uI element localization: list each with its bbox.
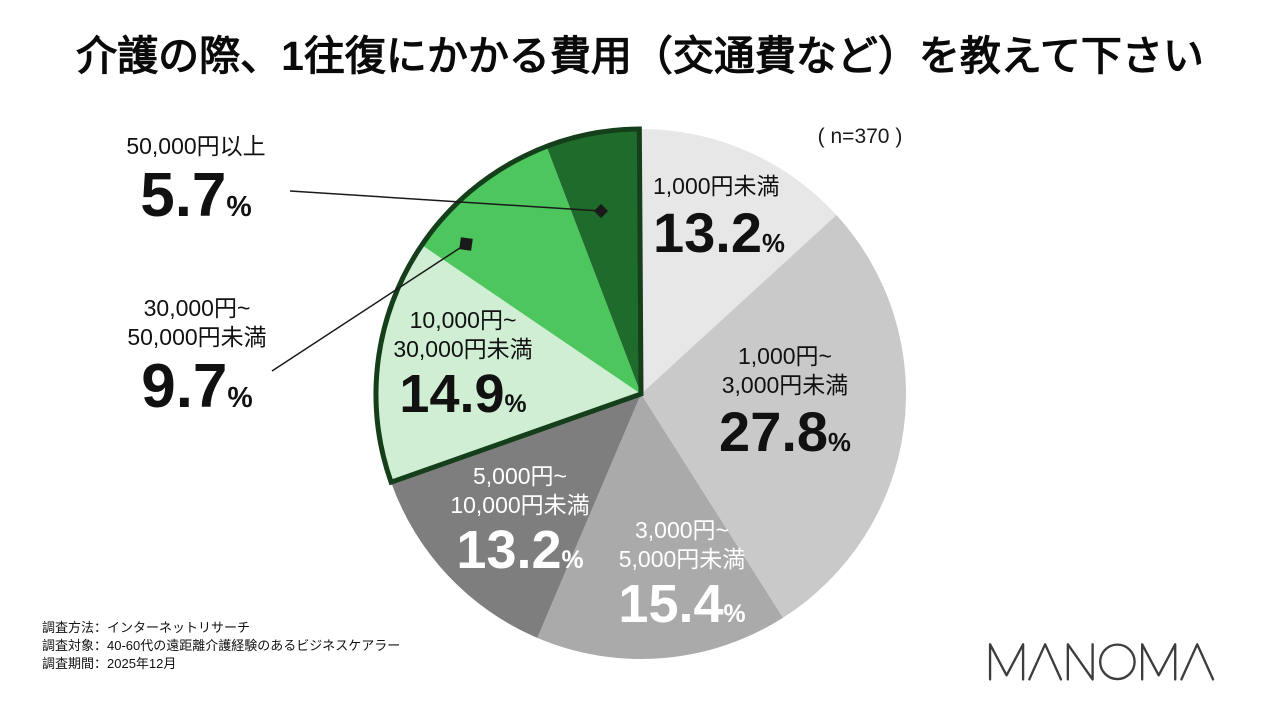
logo-letter-m1 bbox=[988, 643, 1025, 681]
pie-label-5: 30,000円~ 50,000円未満 9.7% bbox=[27, 294, 367, 418]
slice-percent-value: 9.7% bbox=[141, 352, 253, 421]
pie-label-4: 10,000円~ 30,000円未満 14.9% bbox=[293, 306, 633, 422]
highlight-group-outline bbox=[373, 126, 644, 486]
slice-category-label: 50,000円以上 bbox=[126, 133, 266, 159]
slice-percent-value: 14.9% bbox=[399, 364, 527, 424]
pie-slice-1 bbox=[641, 215, 906, 618]
pie-label-2: 3,000円~ 5,000円未満 15.4% bbox=[512, 516, 852, 632]
slice-category-label: 30,000円未満 bbox=[393, 336, 533, 362]
leader-line-5 bbox=[271, 243, 467, 372]
leader-line-6 bbox=[289, 190, 602, 212]
pie-label-0: 1,000円未満 13.2% bbox=[653, 172, 785, 261]
slice-percent-value: 13.2% bbox=[456, 520, 584, 580]
slice-category-label: 5,000円未満 bbox=[618, 546, 746, 572]
slice-percent-value: 27.8% bbox=[719, 400, 851, 463]
slice-category-label: 30,000円~ bbox=[143, 295, 251, 321]
logo-letter-o bbox=[1099, 643, 1136, 681]
slice-percent-value: 15.4% bbox=[618, 574, 746, 634]
slice-percent-value: 13.2% bbox=[653, 201, 785, 264]
slice-category-label: 1,000円~ bbox=[738, 343, 832, 369]
slice-category-label: 10,000円未満 bbox=[450, 492, 590, 518]
slice-category-label: 1,000円未満 bbox=[653, 173, 780, 199]
pie-slice-0 bbox=[641, 129, 837, 394]
logo-letter-n bbox=[1066, 643, 1094, 681]
logo-letter-a1 bbox=[1028, 643, 1063, 681]
slice-category-label: 50,000円未満 bbox=[127, 324, 267, 350]
pie-slice-4 bbox=[376, 245, 641, 483]
slice-category-label: 3,000円~ bbox=[635, 517, 729, 543]
pie-label-6: 50,000円以上 5.7% bbox=[26, 132, 366, 227]
sample-size-label: ( n=370 ) bbox=[817, 125, 903, 148]
slice-category-label: 5,000円~ bbox=[473, 463, 567, 489]
survey-notes: 調査方法：インターネットリサーチ 調査対象：40-60代の遠距離介護経験のあるビ… bbox=[42, 619, 400, 673]
pie-label-1: 1,000円~ 3,000円未満 27.8% bbox=[615, 342, 955, 460]
pie-slice-6 bbox=[546, 129, 641, 394]
pie-slice-2 bbox=[537, 394, 783, 659]
square-marker-icon bbox=[459, 237, 473, 251]
slice-category-label: 3,000円未満 bbox=[721, 372, 849, 398]
survey-method: 調査方法：インターネットリサーチ bbox=[42, 620, 251, 635]
pie-slice-3 bbox=[391, 394, 641, 638]
survey-target: 調査対象：40-60代の遠距離介護経験のあるビジネスケアラー bbox=[42, 638, 401, 653]
manoma-logo bbox=[988, 643, 1215, 681]
logo-letter-a2 bbox=[1180, 643, 1215, 681]
pie-slice-5 bbox=[421, 146, 641, 394]
chart-title: 介護の際、1往復にかかる費用（交通費など）を教えて下さい bbox=[76, 33, 1204, 79]
survey-period: 調査期間：2025年12月 bbox=[42, 656, 177, 671]
diamond-marker-icon bbox=[593, 203, 609, 219]
slice-percent-value: 5.7% bbox=[140, 161, 252, 230]
slice-category-label: 10,000円~ bbox=[409, 307, 517, 333]
logo-letter-m2 bbox=[1140, 643, 1177, 681]
pie-label-3: 5,000円~ 10,000円未満 13.2% bbox=[350, 462, 690, 578]
